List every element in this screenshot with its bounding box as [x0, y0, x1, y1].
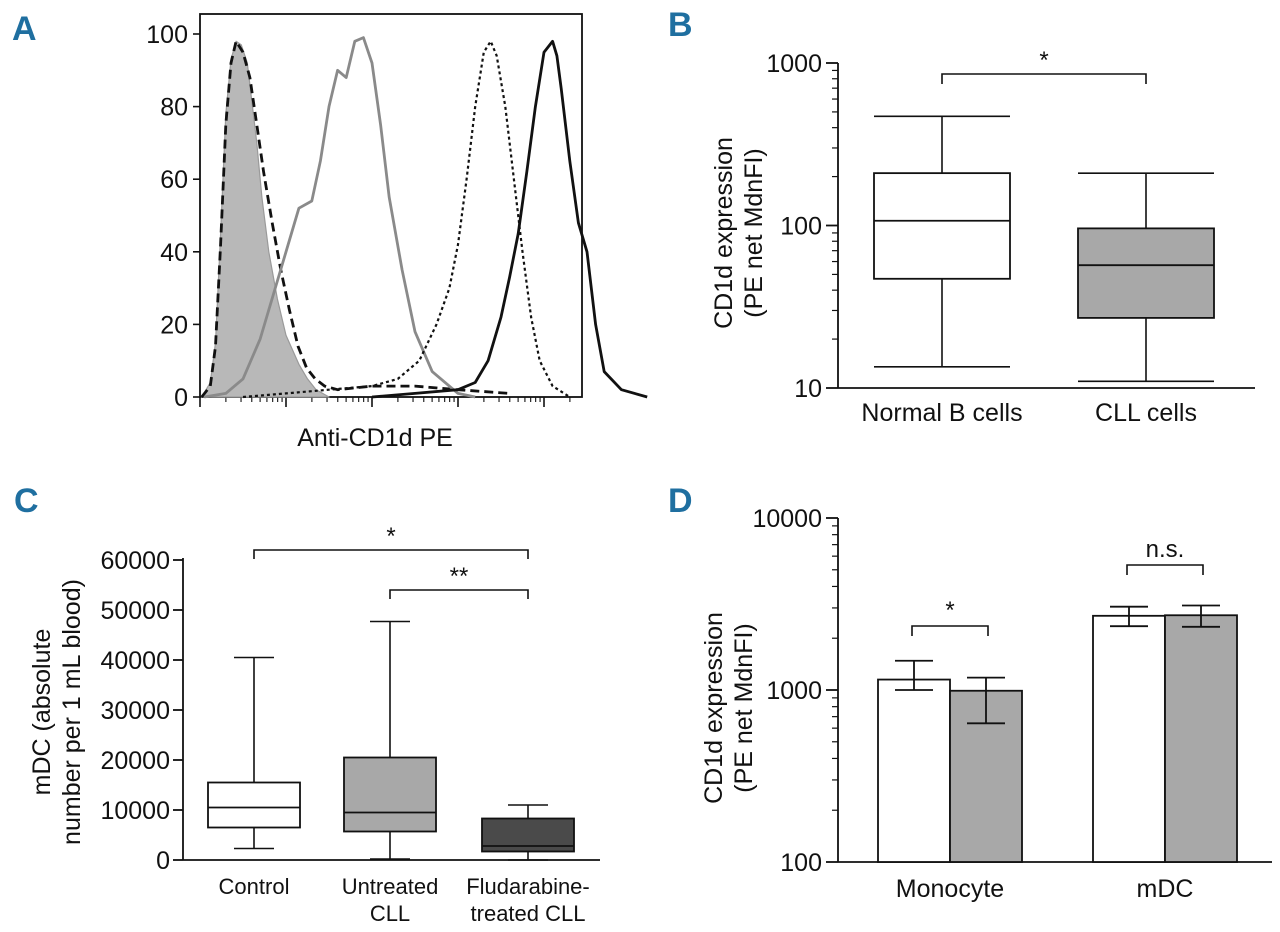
panel-a-series-isotype-dashed: [200, 39, 510, 398]
panel-c-y-label-line2: number per 1 mL blood): [58, 579, 86, 845]
panel-c-y-ticks: 0 10000 20000 30000 40000 50000 60000: [100, 547, 183, 875]
panel-label-c: C: [14, 482, 39, 520]
panel-c-sig-bracket: [389, 589, 529, 599]
panel-d-bar: [1164, 614, 1238, 863]
panel-a-frame: [199, 13, 583, 398]
panel-d-y-label-line2: (PE net MdnFI): [730, 623, 758, 793]
panel-d-significance: * n.s.: [911, 536, 1204, 636]
panel-b-y-label-line1: CD1d expression: [710, 137, 738, 329]
panel-c-sig-label: *: [386, 523, 395, 550]
panel-d-y-tick-label: 10000: [752, 505, 822, 533]
panel-label-a: A: [12, 10, 37, 48]
panel-b-y-label-line2: (PE net MdnFI): [740, 148, 768, 318]
panel-a-y-tick-label: 20: [160, 311, 188, 339]
panel-c-sig-bracket: [253, 549, 529, 559]
panel-b-y-tick-label: 100: [780, 213, 822, 241]
panel-d-category-label: mDC: [1137, 875, 1194, 903]
panel-d-sig-bracket: [1126, 564, 1204, 575]
panel-c-category-label: Fludarabine-: [466, 874, 590, 899]
panel-b-y-tick-label: 10: [794, 375, 822, 403]
panel-c-y-label-line1: mDC (absolute: [28, 629, 56, 796]
panel-d-y-tick-label: 100: [780, 849, 822, 877]
panel-d-bar: [1092, 614, 1166, 863]
panel-d-categories: Monocyte mDC: [896, 875, 1194, 903]
panel-b-sig-label: *: [1039, 47, 1048, 74]
panel-d-category-label: Monocyte: [896, 875, 1004, 903]
panel-c-category-label: Untreated: [342, 874, 439, 899]
panel-c-category-label: Control: [219, 874, 290, 899]
panel-d-bar: [877, 678, 951, 863]
panel-a-series-filled-isotype: [201, 40, 330, 398]
panel-label-b: B: [668, 6, 693, 44]
panel-b-y-tick-label: 1000: [766, 50, 822, 78]
panel-d-bars: [877, 604, 1238, 863]
panel-a-x-ticks: [199, 397, 571, 407]
panel-d-sig-label: *: [945, 597, 954, 624]
panel-c-box: [207, 781, 301, 829]
panel-c-y-tick-label: 0: [156, 847, 170, 875]
panel-d-barchart: 100 1000 10000 * n.s. Monocyte mDC CD1d expr…: [700, 505, 1272, 903]
panel-a-y-tick-label: 100: [146, 21, 188, 49]
panel-d-sig-bracket: [911, 625, 989, 636]
panel-d-y-ticks: 100 1000 10000: [752, 505, 838, 877]
panel-a-y-tick-label: 40: [160, 239, 188, 267]
panel-c-y-tick-label: 20000: [100, 747, 170, 775]
panel-b-box: [873, 172, 1011, 280]
panel-b-boxes: [873, 115, 1215, 383]
panel-c-y-tick-label: 40000: [100, 647, 170, 675]
panel-label-d: D: [668, 482, 693, 520]
panel-a-histogram: 0 20 40 60 80 100 Anti-CD1d PE: [146, 13, 648, 452]
panel-a-y-tick-label: 80: [160, 94, 188, 122]
panel-c-y-tick-label: 50000: [100, 597, 170, 625]
panel-c-boxes: [207, 620, 575, 861]
panel-b-category-label: Normal B cells: [861, 399, 1022, 427]
panel-b-box: [1077, 227, 1215, 319]
panel-c-category-label: CLL: [370, 901, 410, 926]
panel-c-y-tick-label: 10000: [100, 797, 170, 825]
panel-a-series-normal-monocyte: [204, 36, 476, 399]
panel-a-y-tick-label: 0: [174, 384, 188, 412]
panel-c-y-tick-label: 30000: [100, 697, 170, 725]
panel-c-y-tick-label: 60000: [100, 547, 170, 575]
panel-c-box: [343, 756, 437, 833]
panel-d-sig-label: n.s.: [1146, 536, 1185, 563]
panel-c-significance: ***: [253, 523, 529, 599]
panel-a-x-axis-label: Anti-CD1d PE: [297, 424, 453, 452]
panel-c-sig-label: **: [450, 563, 469, 590]
panel-a-series-CLL-dotted: [242, 40, 571, 399]
panel-b-significance: *: [941, 47, 1147, 84]
panel-a-y-ticks: 0 20 40 60 80 100: [146, 21, 200, 412]
panel-d-y-tick-label: 1000: [766, 677, 822, 705]
panel-b-sig-bracket: [941, 73, 1147, 84]
panel-b-category-label: CLL cells: [1095, 399, 1197, 427]
panel-a-y-tick-label: 60: [160, 166, 188, 194]
panel-d-y-label-line1: CD1d expression: [700, 612, 728, 804]
panel-a-series: [200, 36, 648, 399]
panel-b-y-ticks: 10 100 1000: [766, 50, 838, 403]
panel-a-series-normal-B-dark: [371, 39, 648, 399]
panel-b-categories: Normal B cells CLL cells: [861, 399, 1197, 427]
panel-c-category-label: treated CLL: [471, 901, 586, 926]
panel-b-boxplot: 10 100 1000 * Normal B cells CLL cells CD1d…: [710, 47, 1255, 427]
